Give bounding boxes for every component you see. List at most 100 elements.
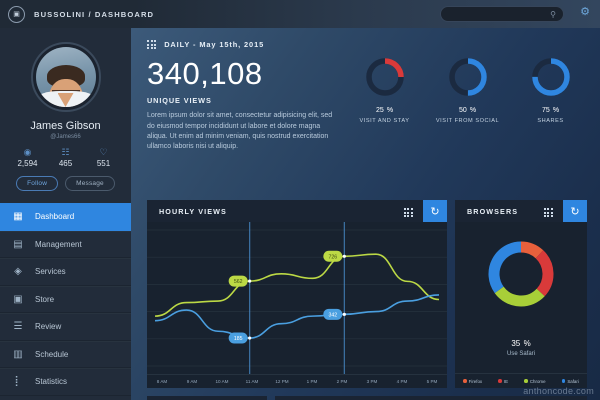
donut-segment — [488, 241, 522, 294]
gear-icon[interactable]: ⚙ — [580, 6, 590, 18]
refresh-icon[interactable]: ↻ — [423, 200, 447, 222]
x-axis-labels: 8 AM 9 AM 10 AM 11 AM 12 PM 1 PM 2 PM 3 PM 4 PM 5… — [147, 374, 447, 388]
gauge-value: 75 % — [509, 103, 592, 115]
daily-header: DAILY - May 15th, 2015 — [147, 40, 600, 50]
legend-dot-icon — [463, 379, 467, 383]
management-icon: ▤ — [13, 238, 23, 250]
sidebar-item-statistics[interactable]: ⡇ Statistics — [0, 368, 131, 396]
sidebar-item-label: Store — [35, 294, 55, 304]
message-button[interactable]: Message — [65, 176, 115, 191]
x-tick-label: 11 AM — [245, 379, 259, 384]
follow-button[interactable]: Follow — [16, 176, 59, 191]
x-tick-label: 10 AM — [215, 379, 229, 384]
gauge-value: 25 % — [343, 103, 426, 115]
calendar-icon: ▥ — [13, 348, 23, 360]
legend-item[interactable]: Chrome — [524, 379, 546, 384]
legend-dot-icon — [498, 379, 502, 383]
line-chart: 562 726 185 342 8 AM 9 AM 10 AM 11 AM 12 PM 1 PM… — [147, 222, 447, 388]
refresh-icon[interactable]: ↻ — [563, 200, 587, 222]
search-box[interactable]: ⚲ — [440, 6, 564, 22]
visitor-breakdown-panel[interactable]: VISITOR BREAKDOWN — [147, 396, 267, 400]
browsers-panel: BROWSERS ↻ 35 % Use Safari Firefox IE Chro… — [455, 200, 587, 388]
grid-icon[interactable] — [403, 208, 413, 218]
legend-item[interactable]: Safari — [561, 378, 579, 384]
breadcrumb: BUSSOLINI / DASHBOARD — [34, 9, 155, 19]
legend-label: Safari — [567, 378, 579, 384]
gauge-number: 50 — [458, 107, 467, 114]
donut-segment — [494, 286, 545, 307]
sidebar-item-schedule[interactable]: ▥ Schedule — [0, 340, 131, 368]
panel-header: BROWSERS ↻ — [455, 200, 587, 222]
search-input[interactable] — [441, 10, 541, 18]
stat-views-value: 2,594 — [17, 159, 38, 168]
sidebar-item-dashboard[interactable]: ▦ Dashboard — [0, 203, 131, 231]
sidebar-item-label: Management — [35, 239, 82, 249]
hourly-views-panel: HOURLY VIEWS ↻ 562 726 185 342 8 AM 9 AM 10 A… — [147, 200, 447, 388]
x-tick-label: 3 PM — [366, 379, 378, 384]
svg-text:342: 342 — [329, 312, 338, 318]
x-tick-label: 5 PM — [426, 379, 438, 384]
sidebar: James Gibson @James66 ◉ 2,594 ☷ 465 ♡ 55… — [0, 28, 131, 400]
gauge-visit-from-social: 50 % VISIT FROM SOCIAL — [426, 56, 509, 124]
daily-label: DAILY - May 15th, 2015 — [164, 40, 265, 50]
panel-header: DOWNLOAD REPORTS — [275, 396, 587, 400]
gauge-caption: SHARES — [537, 118, 564, 124]
dashboard-logo-icon[interactable]: ▣ — [8, 5, 25, 23]
browsers-donut — [488, 241, 554, 307]
browsers-chart: 35 % Use Safari Firefox IE Chrome Safari — [455, 222, 587, 388]
sidebar-item-management[interactable]: ▤ Management — [0, 230, 131, 258]
profile-stats: ◉ 2,594 ☷ 465 ♡ 551 — [0, 147, 131, 168]
download-reports-panel[interactable]: DOWNLOAD REPORTS — [275, 396, 587, 400]
store-icon: ▣ — [13, 293, 23, 305]
grid-icon[interactable] — [543, 208, 553, 218]
sidebar-item-services[interactable]: ◈ Services — [0, 258, 131, 286]
donut-segment — [520, 241, 544, 259]
x-tick-label: 4 PM — [396, 379, 408, 384]
sidebar-item-review[interactable]: ☰ Review — [0, 313, 131, 341]
legend-dot-icon — [561, 379, 566, 383]
top-bar: ▣ BUSSOLINI / DASHBOARD ⚲ ⚙ — [0, 0, 600, 28]
unique-views-number: 340,108 — [147, 56, 263, 92]
stat-comments-value: 465 — [58, 159, 73, 168]
search-icon[interactable]: ⚲ — [550, 10, 556, 19]
unique-views-label: UNIQUE VIEWS — [147, 96, 212, 106]
line-chart-svg: 562 726 185 342 — [147, 222, 447, 374]
stat-comments: ☷ 465 — [51, 147, 81, 168]
sidebar-nav: ▦ Dashboard ▤ Management ◈ Services ▣ St… — [0, 203, 131, 396]
sidebar-item-store[interactable]: ▣ Store — [0, 285, 131, 313]
browsers-legend: Firefox IE Chrome Safari — [455, 373, 587, 388]
sidebar-item-label: Statistics — [35, 377, 68, 387]
browsers-caption: Use Safari — [506, 351, 535, 357]
stat-views: ◉ 2,594 — [13, 147, 43, 168]
statistics-icon: ⡇ — [14, 376, 22, 388]
gauge-group: 25 % VISIT AND STAY 50 % VISIT FROM SOCI… — [343, 56, 593, 124]
svg-text:562: 562 — [234, 279, 243, 285]
gauge-unit: % — [469, 107, 477, 114]
gauge-caption: VISIT FROM SOCIAL — [435, 118, 500, 124]
eye-icon: ◉ — [23, 147, 32, 157]
panel-title: HOURLY VIEWS — [159, 206, 227, 216]
x-tick-label: 1 PM — [306, 379, 318, 384]
x-tick-label: 9 AM — [186, 379, 198, 384]
legend-item[interactable]: Firefox — [463, 379, 482, 384]
profile-handle: @James66 — [50, 134, 81, 140]
grid-icon[interactable] — [147, 40, 157, 50]
stat-likes: ♡ 551 — [89, 147, 119, 168]
sidebar-item-label: Schedule — [35, 349, 69, 359]
panel-title: BROWSERS — [467, 206, 519, 216]
legend-item[interactable]: IE — [498, 379, 508, 384]
legend-dot-icon — [524, 379, 528, 383]
dashboard-icon: ▦ — [13, 211, 23, 223]
review-icon: ☰ — [13, 321, 23, 333]
panel-header: VISITOR BREAKDOWN — [147, 396, 267, 400]
browsers-value: 35 % — [455, 335, 587, 349]
gauge-number: 75 — [541, 107, 550, 114]
gauge-number: 25 — [375, 107, 384, 114]
avatar — [30, 42, 101, 112]
gauge-unit: % — [386, 107, 394, 114]
sidebar-item-label: Services — [35, 267, 66, 277]
panel-header: HOURLY VIEWS ↻ — [147, 200, 447, 222]
legend-label: IE — [503, 378, 509, 384]
gauge-ring — [365, 58, 404, 96]
